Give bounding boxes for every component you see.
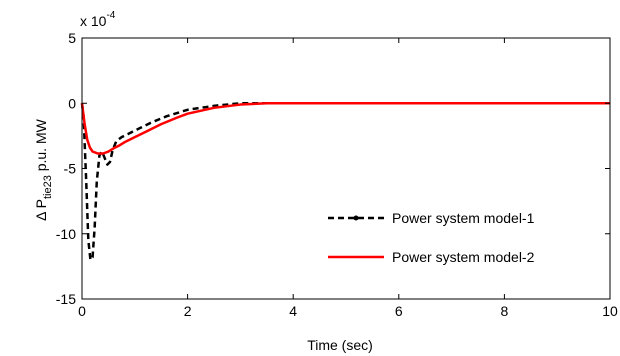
y-tick-label: -15 — [56, 291, 76, 307]
y-multiplier-exponent: -4 — [106, 10, 115, 21]
x-tick-label: 6 — [395, 303, 403, 319]
x-tick-label: 4 — [289, 303, 297, 319]
x-tick-label: 8 — [501, 303, 509, 319]
legend: Power system model-1 Power system model-… — [328, 210, 535, 265]
legend-label-model-2: Power system model-2 — [392, 249, 535, 265]
x-axis-label: Time (sec) — [307, 337, 373, 353]
y-tick-label: 0 — [68, 95, 76, 111]
y-axis-label: Δ Ptie23 p.u. MW — [33, 118, 54, 220]
legend-label-model-1: Power system model-1 — [392, 210, 535, 226]
y-tick-label: -5 — [64, 161, 77, 177]
legend-marker-model-1 — [353, 215, 359, 221]
y-axis-label-subscript: tie23 — [42, 175, 54, 199]
x-tick-label: 0 — [78, 303, 86, 319]
x-tick-label: 2 — [184, 303, 192, 319]
y-tick-label: 5 — [68, 30, 76, 46]
x-tick-label: 10 — [602, 303, 618, 319]
series-line-model-1 — [80, 102, 610, 262]
series-line-model-2 — [80, 102, 610, 155]
y-multiplier-label: x 10-4 — [80, 10, 116, 29]
plot-frame — [81, 37, 611, 300]
y-tick-label: -10 — [56, 226, 76, 242]
